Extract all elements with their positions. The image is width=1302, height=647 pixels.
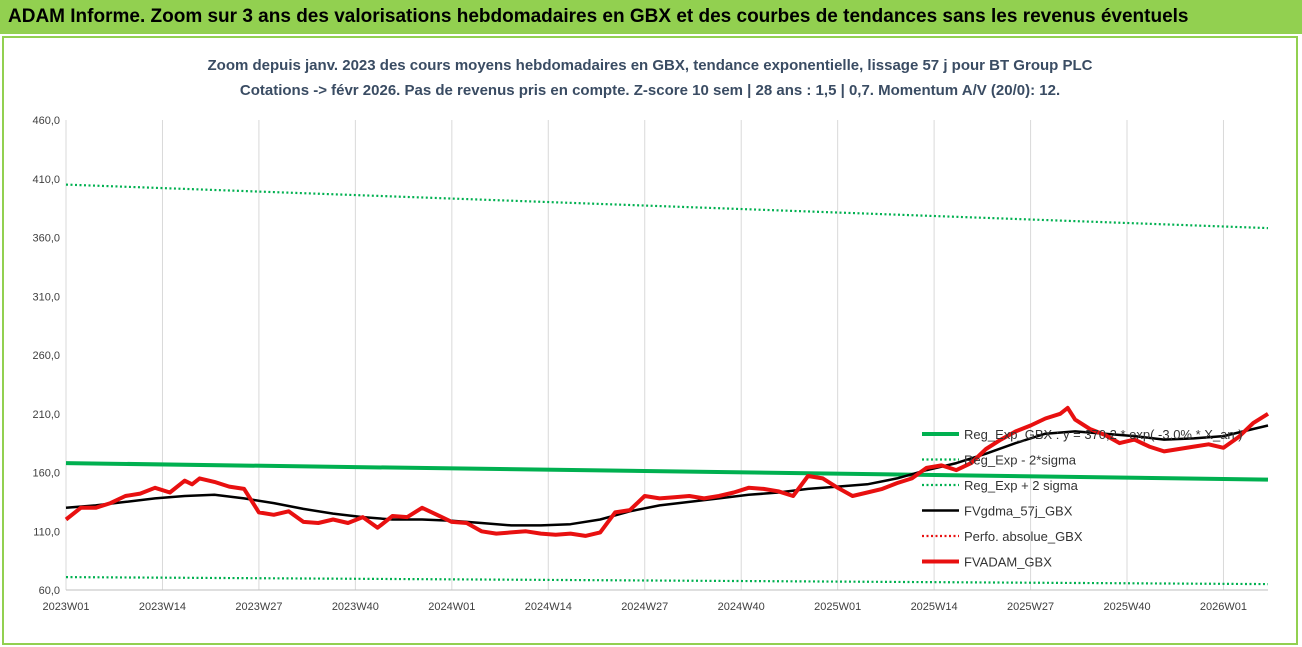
y-tick-label: 310,0 [32, 291, 60, 303]
grid-lines [65, 120, 1224, 590]
x-tick-label: 2023W14 [139, 601, 186, 613]
y-tick-label: 360,0 [32, 233, 60, 245]
y-tick-label: 260,0 [32, 350, 60, 362]
series-line-0 [65, 461, 1269, 482]
x-tick-label: 2024W40 [718, 601, 765, 613]
legend: Reg_Exp_GBX : y = 370,2 * exp( -3,0% * X… [922, 427, 1243, 570]
chart-frame: Zoom depuis janv. 2023 des cours moyens … [2, 36, 1298, 645]
legend-label-0: Reg_Exp_GBX : y = 370,2 * exp( -3,0% * X… [964, 427, 1243, 442]
x-tick-label: 2024W01 [428, 601, 475, 613]
x-tick-label: 2023W01 [42, 601, 89, 613]
x-tick-label: 2025W14 [911, 601, 958, 613]
legend-label-5: FVADAM_GBX [964, 555, 1052, 570]
x-tick-label: 2025W40 [1103, 601, 1150, 613]
series-line-1 [65, 576, 1269, 586]
legend-label-1: Reg_Exp - 2*sigma [964, 453, 1077, 468]
x-tick-label: 2024W14 [525, 601, 572, 613]
chart: Zoom depuis janv. 2023 des cours moyens … [32, 57, 1270, 613]
x-tick-label: 2025W01 [814, 601, 861, 613]
chart-title-line1: Zoom depuis janv. 2023 des cours moyens … [208, 57, 1093, 74]
legend-label-4: Perfo. absolue_GBX [964, 529, 1083, 544]
legend-label-3: FVgdma_57j_GBX [964, 504, 1073, 519]
y-tick-label: 410,0 [32, 174, 60, 186]
y-tick-label: 210,0 [32, 409, 60, 421]
x-tick-label: 2024W27 [621, 601, 668, 613]
axes: 2023W01 2023W14 2023W27 2023W40 2024W01 2024W… [32, 115, 1268, 613]
y-tick-label: 60,0 [39, 585, 60, 597]
x-tick-label: 2026W01 [1200, 601, 1247, 613]
legend-label-2: Reg_Exp + 2 sigma [964, 478, 1079, 493]
report-title: ADAM Informe. Zoom sur 3 ans des valoris… [8, 6, 1189, 27]
series-layer [64, 183, 1270, 586]
series-line-3 [65, 424, 1269, 527]
x-tick-label: 2023W40 [332, 601, 379, 613]
x-tick-label: 2023W27 [235, 601, 282, 613]
x-tick-label: 2025W27 [1007, 601, 1054, 613]
chart-title-line2: Cotations -> févr 2026. Pas de revenus p… [240, 82, 1060, 99]
y-tick-label: 160,0 [32, 468, 60, 480]
report-banner: ADAM Informe. Zoom sur 3 ans des valoris… [0, 0, 1302, 34]
series-line-5 [64, 405, 1270, 538]
series-line-2 [65, 183, 1269, 230]
y-tick-label: 460,0 [32, 115, 60, 127]
y-tick-label: 110,0 [33, 526, 60, 538]
